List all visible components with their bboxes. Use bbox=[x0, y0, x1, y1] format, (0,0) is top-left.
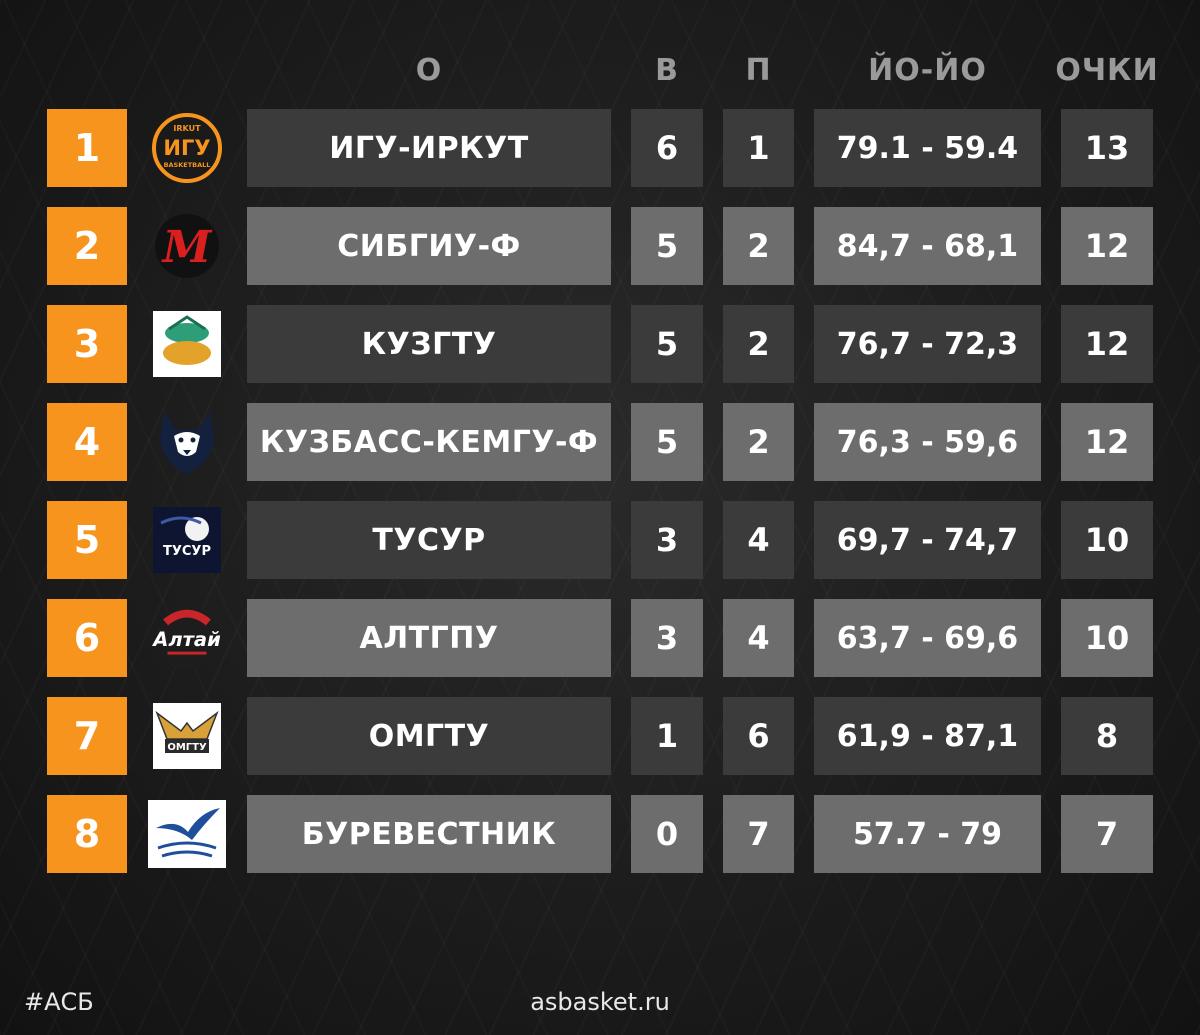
score-value: 76,7 - 72,3 bbox=[814, 305, 1041, 383]
wins-value: 0 bbox=[631, 795, 703, 873]
score-value: 61,9 - 87,1 bbox=[814, 697, 1041, 775]
points-value: 10 bbox=[1061, 501, 1153, 579]
standings-row: 1 IRKUT ИГУ BASKETBALL ИГУ-ИРКУТ 6 1 79.… bbox=[0, 109, 1200, 187]
team-name: КУЗБАСС-КЕМГУ-Ф bbox=[247, 403, 611, 481]
wins-value: 3 bbox=[631, 599, 703, 677]
header-team: О bbox=[415, 52, 443, 88]
points-value: 10 bbox=[1061, 599, 1153, 677]
score-value: 79.1 - 59.4 bbox=[814, 109, 1041, 187]
rank-badge: 4 bbox=[47, 403, 127, 481]
losses-value: 6 bbox=[723, 697, 794, 775]
standings-row: 8 БУРЕВЕСТНИК 0 7 57.7 - 79 7 bbox=[0, 795, 1200, 873]
svg-text:ТУСУР: ТУСУР bbox=[163, 544, 211, 559]
rank-badge: 6 bbox=[47, 599, 127, 677]
score-value: 84,7 - 68,1 bbox=[814, 207, 1041, 285]
standings-row: 5 ТУСУР ТУСУР 3 4 69,7 - 74,7 10 bbox=[0, 501, 1200, 579]
tusur-logo: ТУСУР bbox=[148, 501, 226, 579]
svg-text:IRKUT: IRKUT bbox=[173, 124, 201, 133]
team-name: КУЗГТУ bbox=[247, 305, 611, 383]
points-value: 12 bbox=[1061, 305, 1153, 383]
points-value: 13 bbox=[1061, 109, 1153, 187]
points-value: 7 bbox=[1061, 795, 1153, 873]
points-value: 12 bbox=[1061, 207, 1153, 285]
svg-text:BASKETBALL: BASKETBALL bbox=[164, 161, 211, 169]
footer-hashtag: #АСБ bbox=[24, 988, 94, 1016]
sibgiu-logo: M bbox=[148, 207, 226, 285]
standings-row: 2 M СИБГИУ-Ф 5 2 84,7 - 68,1 12 bbox=[0, 207, 1200, 285]
rank-badge: 7 bbox=[47, 697, 127, 775]
standings-row: 7 ОМГТУ ОМГТУ 1 6 61,9 - 87,1 8 bbox=[0, 697, 1200, 775]
svg-text:Алтай: Алтай bbox=[151, 628, 221, 651]
team-name: БУРЕВЕСТНИК bbox=[247, 795, 611, 873]
igu-irkut-logo: IRKUT ИГУ BASKETBALL bbox=[148, 109, 226, 187]
points-value: 12 bbox=[1061, 403, 1153, 481]
rank-badge: 1 bbox=[47, 109, 127, 187]
svg-text:ИГУ: ИГУ bbox=[163, 136, 210, 160]
husky-logo bbox=[148, 403, 226, 481]
wins-value: 5 bbox=[631, 207, 703, 285]
standings-row: 6 Алтай АЛТГПУ 3 4 63,7 - 69,6 10 bbox=[0, 599, 1200, 677]
score-value: 69,7 - 74,7 bbox=[814, 501, 1041, 579]
rank-badge: 8 bbox=[47, 795, 127, 873]
losses-value: 2 bbox=[723, 207, 794, 285]
kuzgtu-logo bbox=[148, 305, 226, 383]
wins-value: 1 bbox=[631, 697, 703, 775]
score-value: 57.7 - 79 bbox=[814, 795, 1041, 873]
standings-row: 3 КУЗГТУ 5 2 76,7 - 72,3 12 bbox=[0, 305, 1200, 383]
altai-logo: Алтай bbox=[148, 599, 226, 677]
header-losses: П bbox=[745, 52, 772, 88]
score-value: 76,3 - 59,6 bbox=[814, 403, 1041, 481]
team-name: СИБГИУ-Ф bbox=[247, 207, 611, 285]
svg-text:ОМГТУ: ОМГТУ bbox=[167, 742, 207, 753]
svg-text:M: M bbox=[161, 222, 213, 273]
losses-value: 1 bbox=[723, 109, 794, 187]
wins-value: 5 bbox=[631, 305, 703, 383]
losses-value: 4 bbox=[723, 501, 794, 579]
points-value: 8 bbox=[1061, 697, 1153, 775]
header-wins: В bbox=[655, 52, 679, 88]
wins-value: 5 bbox=[631, 403, 703, 481]
header-score: ЙО-ЙО bbox=[868, 52, 987, 88]
team-name: ИГУ-ИРКУТ bbox=[247, 109, 611, 187]
losses-value: 2 bbox=[723, 305, 794, 383]
footer-site-link[interactable]: asbasket.ru bbox=[530, 988, 670, 1016]
score-value: 63,7 - 69,6 bbox=[814, 599, 1041, 677]
rank-badge: 5 bbox=[47, 501, 127, 579]
losses-value: 7 bbox=[723, 795, 794, 873]
team-name: АЛТГПУ bbox=[247, 599, 611, 677]
rank-badge: 3 bbox=[47, 305, 127, 383]
wins-value: 6 bbox=[631, 109, 703, 187]
losses-value: 2 bbox=[723, 403, 794, 481]
team-name: ТУСУР bbox=[247, 501, 611, 579]
burevestnik-logo bbox=[148, 795, 226, 873]
header-points: ОЧКИ bbox=[1055, 52, 1159, 88]
team-name: ОМГТУ bbox=[247, 697, 611, 775]
losses-value: 4 bbox=[723, 599, 794, 677]
omgtu-logo: ОМГТУ bbox=[148, 697, 226, 775]
rank-badge: 2 bbox=[47, 207, 127, 285]
standings-row: 4 КУЗБАСС-КЕМГУ-Ф 5 2 76,3 - 59,6 12 bbox=[0, 403, 1200, 481]
wins-value: 3 bbox=[631, 501, 703, 579]
